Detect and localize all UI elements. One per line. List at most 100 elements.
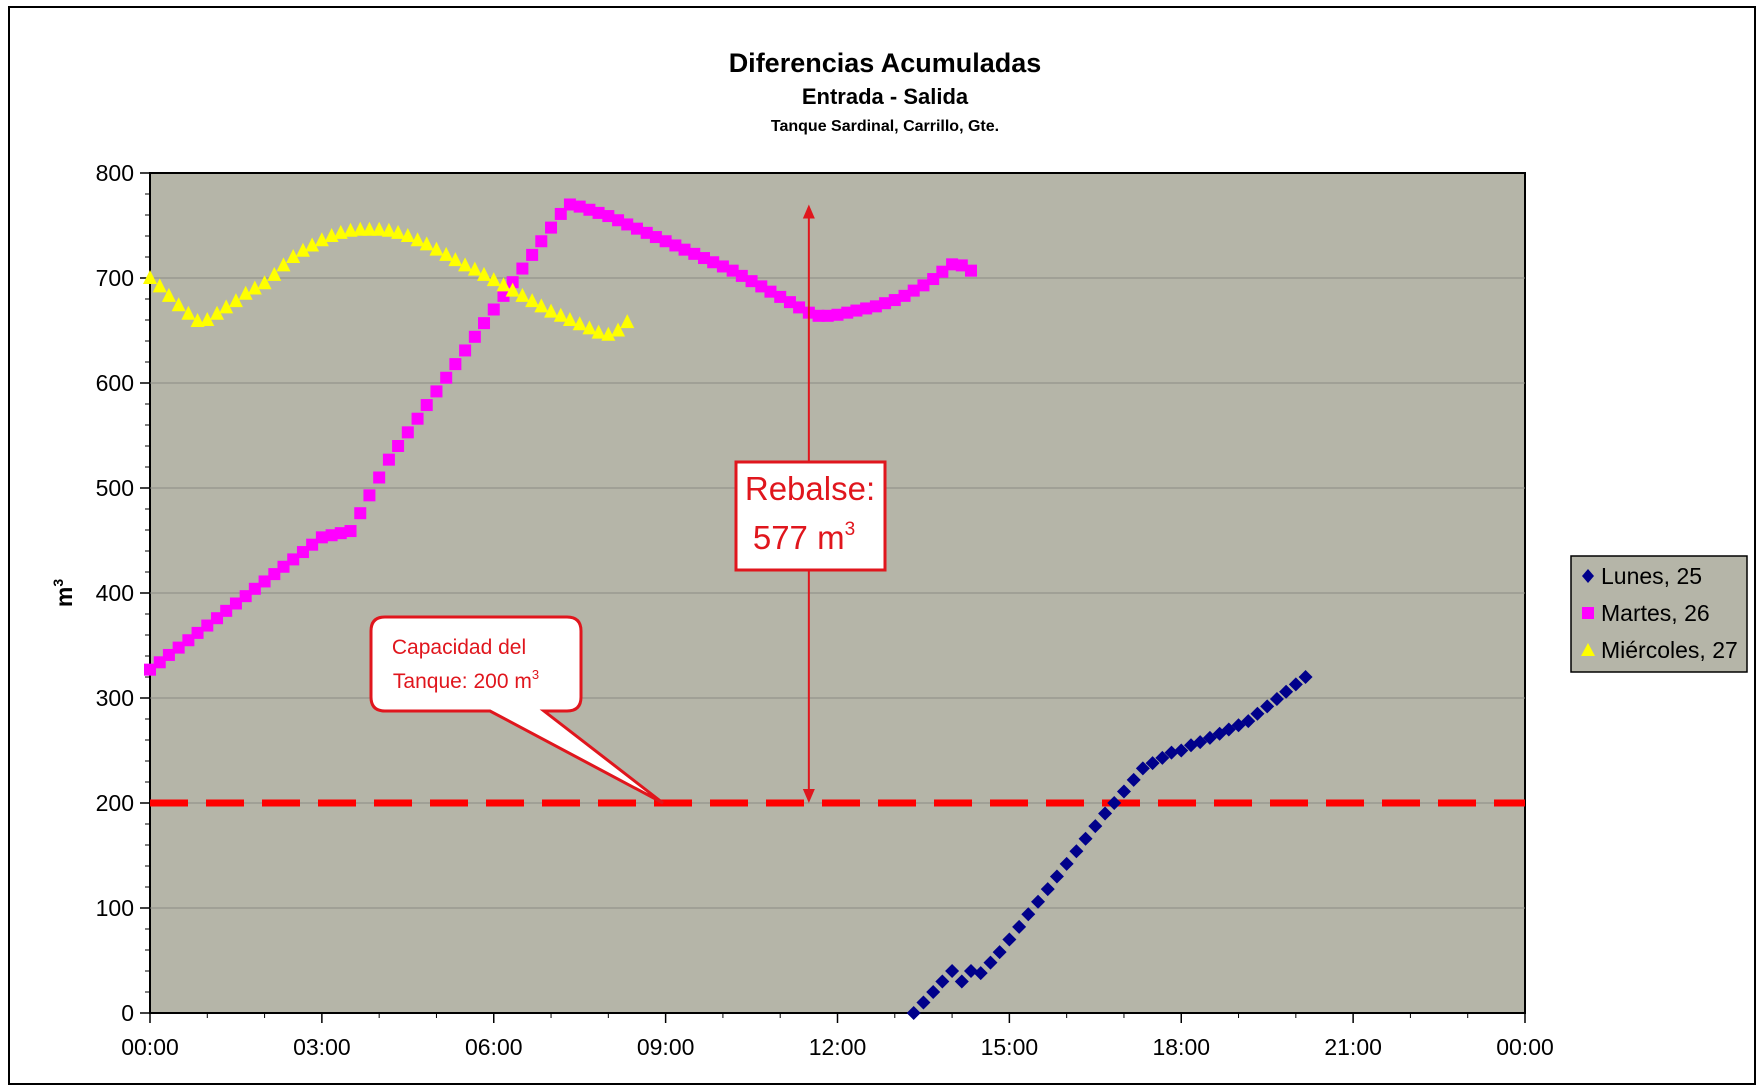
data-point-miercoles [314,232,329,247]
axes: 0 100 200 300 400 500 600 700 800 00:00 03:00 06:00… [96,160,1554,1060]
rebalse-arrow-head-bottom [802,789,815,803]
x-tick-label: 21:00 [1324,1034,1382,1060]
data-point-miercoles [410,232,425,247]
data-point-martes [602,210,615,223]
data-point-miercoles [247,280,262,295]
data-point-martes [907,284,920,297]
rebalse-arrow-head-top [802,204,815,219]
data-point-martes [526,248,539,261]
data-point-lunes [963,964,978,978]
data-point-martes [955,259,968,272]
data-point-martes [334,527,347,540]
data-point-miercoles [562,312,577,326]
data-point-lunes [1126,772,1141,787]
data-point-lunes [1049,869,1064,884]
data-point-lunes [1098,806,1113,821]
data-point-martes [821,309,834,322]
data-point-martes [554,207,567,220]
rebalse-annotation: Rebalse: 577 m3 [734,204,887,803]
data-point-lunes [1279,684,1294,699]
data-point-miercoles [267,266,282,281]
y-tick-label: 400 [96,580,134,606]
data-point-lunes [1260,699,1275,714]
data-point-lunes [1116,784,1131,799]
data-point-lunes [983,955,998,970]
data-point-martes [669,239,682,252]
data-point-martes [678,243,691,256]
data-point-lunes [1250,706,1265,721]
capacity-callout: Capacidad del Tanque: 200 m3 [369,615,664,805]
data-point-martes [468,330,481,343]
data-point-miercoles [582,320,597,335]
data-point-martes [325,529,338,542]
data-point-lunes [973,966,988,981]
data-point-miercoles [458,257,473,272]
data-point-martes [793,301,806,314]
data-point-martes [239,590,252,603]
data-point-lunes [1031,894,1046,909]
data-point-lunes [1088,819,1103,834]
data-point-lunes [1002,932,1017,947]
data-point-martes [583,203,596,216]
data-point-martes [296,546,309,559]
data-point-lunes [992,945,1007,960]
data-point-martes [258,575,271,588]
legend-marker-lunes [1582,569,1594,583]
data-point-martes [420,399,433,412]
x-tick-label: 18:00 [1152,1034,1210,1060]
x-tick-label: 12:00 [809,1034,867,1060]
data-point-lunes [1288,677,1303,692]
data-point-martes [201,619,214,632]
data-point-martes [373,471,386,484]
data-point-lunes [1298,670,1313,684]
data-point-miercoles [611,322,626,337]
data-point-martes [869,300,882,313]
data-point-martes [688,247,701,260]
series-lunes [906,670,1313,1020]
data-point-miercoles [343,222,358,237]
data-point-lunes [1059,856,1074,871]
data-point-lunes [1269,692,1284,707]
data-point-lunes [926,985,941,999]
data-point-martes [487,303,500,316]
data-point-martes [563,198,576,211]
data-point-miercoles [591,324,606,339]
data-point-martes [382,453,395,466]
data-point-lunes [1145,756,1160,771]
x-tick-label: 03:00 [293,1034,351,1060]
data-point-martes [401,426,414,439]
data-point-miercoles [467,261,482,276]
data-point-miercoles [477,266,492,281]
legend-label-lunes: Lunes, 25 [1601,563,1702,589]
data-point-miercoles [219,299,234,314]
data-point-martes [592,206,605,219]
data-point-martes [726,264,739,277]
data-point-martes [144,663,156,676]
data-point-martes [545,221,558,234]
data-point-martes [392,440,405,452]
data-point-martes [649,231,662,244]
data-point-martes [344,525,357,538]
data-point-miercoles [143,270,157,284]
x-tick-label: 06:00 [465,1034,523,1060]
x-tick-label: 09:00 [637,1034,695,1060]
data-point-lunes [954,974,969,989]
data-point-lunes [1164,745,1179,760]
data-point-martes [277,560,290,573]
data-point-miercoles [372,221,387,236]
rebalse-value: 577 m3 [753,519,855,556]
data-point-miercoles [276,257,291,272]
series-miercoles [143,221,635,341]
data-point-miercoles [620,314,635,329]
data-point-martes [630,222,643,235]
data-point-martes [506,276,519,289]
data-point-miercoles [525,293,540,308]
data-point-lunes [1107,796,1122,810]
data-point-martes [354,507,367,520]
data-point-martes [612,214,625,227]
legend-box [1570,555,1748,673]
data-point-martes [229,597,242,610]
chart-subtitle: Entrada - Salida [802,84,969,109]
data-point-miercoles [601,326,616,341]
